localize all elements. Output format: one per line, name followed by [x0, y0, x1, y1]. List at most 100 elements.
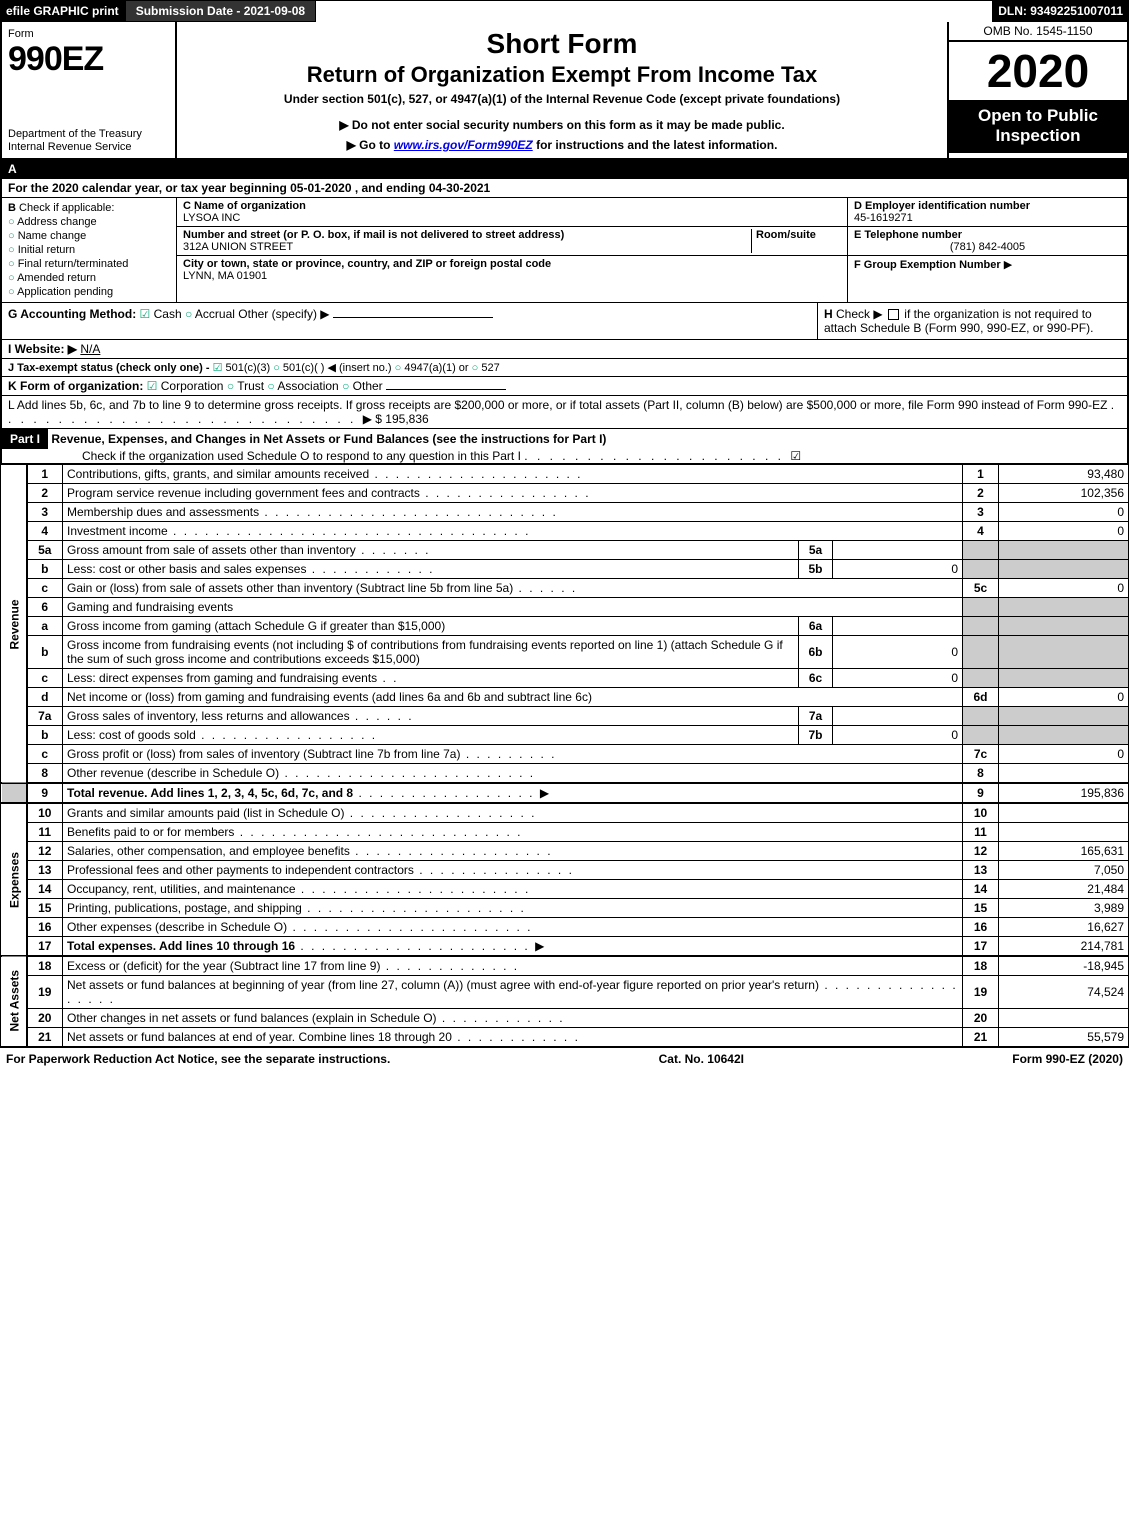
entity-block: B Check if applicable: Address change Na… — [0, 198, 1129, 303]
chk-501c[interactable]: 501(c)( ) ◀ (insert no.) — [273, 362, 391, 374]
line-amount — [999, 764, 1129, 784]
line-ref: 1 — [963, 465, 999, 484]
chk-amended-return[interactable]: Amended return — [8, 272, 170, 284]
shaded-cell — [963, 669, 999, 688]
row-k: K Form of organization: Corporation Trus… — [0, 377, 1129, 396]
chk-final-return[interactable]: Final return/terminated — [8, 258, 170, 270]
table-row: 21 Net assets or fund balances at end of… — [1, 1028, 1129, 1047]
table-row: 11 Benefits paid to or for members . . .… — [1, 823, 1129, 842]
chk-address-change[interactable]: Address change — [8, 216, 170, 228]
table-row: b Less: cost of goods sold . . . . . . .… — [1, 726, 1129, 745]
subline-value — [833, 617, 963, 636]
chk-trust[interactable]: Trust — [227, 379, 264, 393]
line-num: 6 — [27, 598, 63, 617]
line-desc: Gross profit or (loss) from sales of inv… — [63, 745, 963, 764]
k-pre: K Form of organization: — [8, 379, 143, 393]
line-num: b — [27, 636, 63, 669]
chk-application-pending[interactable]: Application pending — [8, 286, 170, 298]
website-label: I Website: ▶ — [8, 342, 77, 356]
box-f: F Group Exemption Number ▶ — [848, 256, 1127, 273]
table-row: 16 Other expenses (describe in Schedule … — [1, 918, 1129, 937]
chk-schedule-b[interactable] — [888, 309, 899, 320]
subline-num: 5a — [799, 541, 833, 560]
subline-num: 6a — [799, 617, 833, 636]
chk-501c3[interactable]: 501(c)(3) — [213, 362, 271, 374]
chk-corporation[interactable]: Corporation — [147, 379, 224, 393]
chk-initial-return[interactable]: Initial return — [8, 244, 170, 256]
shaded-cell — [963, 707, 999, 726]
subline-value — [833, 707, 963, 726]
line-ref: 16 — [963, 918, 999, 937]
line-ref: 15 — [963, 899, 999, 918]
line-amount: 16,627 — [999, 918, 1129, 937]
line-desc: Membership dues and assessments . . . . … — [63, 503, 963, 522]
line-desc: Gross amount from sale of assets other t… — [63, 541, 799, 560]
line-ref: 5c — [963, 579, 999, 598]
table-row: 7a Gross sales of inventory, less return… — [1, 707, 1129, 726]
line-desc: Professional fees and other payments to … — [63, 861, 963, 880]
line-num: 3 — [27, 503, 63, 522]
line-ref: 12 — [963, 842, 999, 861]
line-ref: 9 — [963, 783, 999, 803]
part-1-check[interactable]: ☑ — [790, 449, 801, 463]
box-d: D Employer identification number 45-1619… — [848, 198, 1127, 227]
box-def: D Employer identification number 45-1619… — [847, 198, 1127, 302]
shaded-cell — [963, 726, 999, 745]
header-center: Short Form Return of Organization Exempt… — [177, 22, 947, 158]
chk-name-change[interactable]: Name change — [8, 230, 170, 242]
line-num: 15 — [27, 899, 63, 918]
expenses-side-label: Expenses — [1, 803, 27, 956]
line-num: 12 — [27, 842, 63, 861]
line-ref: 11 — [963, 823, 999, 842]
line-amount: 3,989 — [999, 899, 1129, 918]
shaded-cell — [963, 560, 999, 579]
line-ref: 8 — [963, 764, 999, 784]
chk-527[interactable]: 527 — [472, 362, 500, 374]
org-name: LYSOA INC — [183, 212, 841, 224]
table-row: a Gross income from gaming (attach Sched… — [1, 617, 1129, 636]
line-amount: 0 — [999, 579, 1129, 598]
chk-other-org[interactable]: Other — [342, 379, 383, 393]
shaded-cell — [963, 598, 999, 617]
chk-cash[interactable]: Cash — [140, 307, 182, 321]
line-amount: 102,356 — [999, 484, 1129, 503]
line-amount — [999, 803, 1129, 823]
chk-accrual[interactable]: Accrual — [185, 307, 235, 321]
l-arrow: ▶ $ — [363, 412, 382, 426]
line-num: b — [27, 560, 63, 579]
row-a-prefix: A — [0, 160, 1129, 179]
line-desc: Gain or (loss) from sale of assets other… — [63, 579, 963, 598]
netassets-side-label: Net Assets — [1, 956, 27, 1047]
table-row: d Net income or (loss) from gaming and f… — [1, 688, 1129, 707]
part-1-table: Revenue 1 Contributions, gifts, grants, … — [0, 464, 1129, 1047]
table-row: Revenue 1 Contributions, gifts, grants, … — [1, 465, 1129, 484]
line-num: d — [27, 688, 63, 707]
line-num: 2 — [27, 484, 63, 503]
room-label: Room/suite — [756, 229, 841, 241]
shaded-cell — [963, 636, 999, 669]
line-ref: 3 — [963, 503, 999, 522]
line-desc: Total expenses. Add lines 10 through 16 … — [63, 937, 963, 957]
table-row: 19 Net assets or fund balances at beginn… — [1, 976, 1129, 1009]
subline-num: 5b — [799, 560, 833, 579]
irs-link[interactable]: www.irs.gov/Form990EZ — [394, 138, 533, 152]
line-desc: Benefits paid to or for members . . . . … — [63, 823, 963, 842]
line-ref: 10 — [963, 803, 999, 823]
form-subtitle: Under section 501(c), 527, or 4947(a)(1)… — [187, 92, 937, 106]
chk-4947[interactable]: 4947(a)(1) or — [395, 362, 469, 374]
efile-print-label[interactable]: efile GRAPHIC print — [0, 0, 125, 22]
line-num: 11 — [27, 823, 63, 842]
line-desc: Less: cost of goods sold . . . . . . . .… — [63, 726, 799, 745]
table-row: 2 Program service revenue including gove… — [1, 484, 1129, 503]
line-num: 19 — [27, 976, 63, 1009]
phone-label: E Telephone number — [854, 229, 1121, 241]
line-num: 17 — [27, 937, 63, 957]
table-row: b Less: cost or other basis and sales ex… — [1, 560, 1129, 579]
table-row: 6 Gaming and fundraising events — [1, 598, 1129, 617]
table-row: 17 Total expenses. Add lines 10 through … — [1, 937, 1129, 957]
chk-association[interactable]: Association — [267, 379, 338, 393]
city-label: City or town, state or province, country… — [183, 258, 841, 270]
subline-num: 6c — [799, 669, 833, 688]
line-num: 20 — [27, 1009, 63, 1028]
line-amount: 165,631 — [999, 842, 1129, 861]
